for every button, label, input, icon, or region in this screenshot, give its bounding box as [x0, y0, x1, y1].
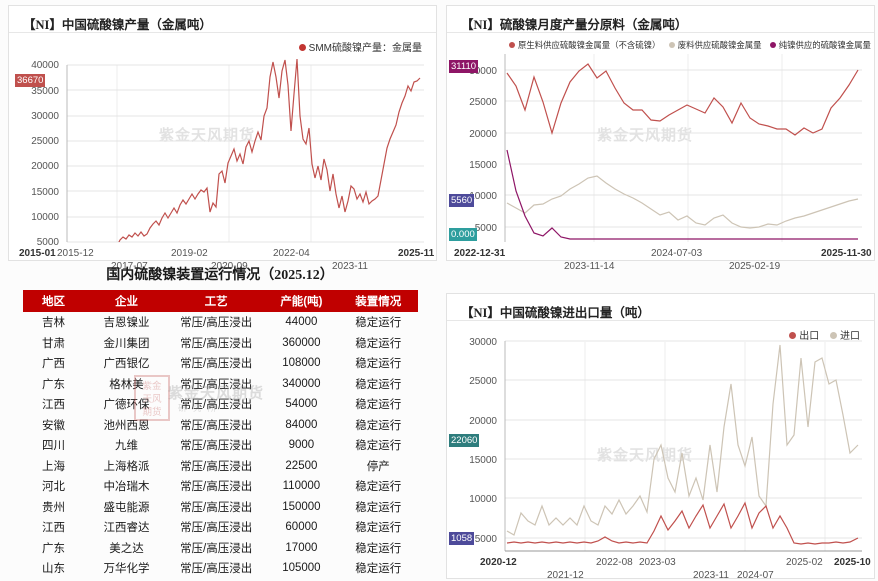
svg-text:2022-12-31: 2022-12-31	[454, 248, 506, 259]
svg-text:15000: 15000	[469, 160, 497, 171]
svg-text:2024-07-03: 2024-07-03	[651, 248, 703, 259]
svg-text:10000: 10000	[31, 212, 59, 223]
svg-text:期货: 期货	[142, 406, 161, 418]
svg-text:25000: 25000	[469, 376, 497, 387]
svg-text:40000: 40000	[31, 60, 59, 71]
svg-text:10000: 10000	[469, 494, 497, 505]
svg-text:25000: 25000	[469, 97, 497, 108]
svg-text:2025-02-19: 2025-02-19	[729, 261, 781, 272]
svg-text:2025-10: 2025-10	[834, 557, 871, 568]
svg-text:2023-11-14: 2023-11-14	[564, 261, 615, 272]
svg-text:15000: 15000	[469, 455, 497, 466]
svg-text:2025-11-30: 2025-11-30	[821, 248, 872, 259]
svg-text:30000: 30000	[31, 111, 59, 122]
svg-text:5000: 5000	[475, 534, 498, 545]
svg-text:5000: 5000	[475, 223, 498, 234]
svg-text:35000: 35000	[31, 86, 59, 97]
svg-text:25000: 25000	[31, 136, 59, 147]
svg-text:2025-02: 2025-02	[786, 557, 823, 568]
svg-text:2024-07: 2024-07	[737, 570, 774, 581]
svg-text:20000: 20000	[469, 416, 497, 427]
svg-text:2021-12: 2021-12	[547, 570, 584, 581]
svg-text:2020-12: 2020-12	[480, 557, 517, 568]
svg-text:20000: 20000	[31, 161, 59, 172]
svg-text:天风: 天风	[142, 394, 162, 405]
svg-text:20000: 20000	[469, 129, 497, 140]
svg-text:30000: 30000	[469, 337, 497, 348]
svg-text:紫金: 紫金	[142, 380, 162, 392]
svg-text:2023-03: 2023-03	[639, 557, 676, 568]
svg-text:15000: 15000	[31, 187, 59, 198]
svg-text:2022-08: 2022-08	[596, 557, 633, 568]
svg-text:2023-11: 2023-11	[693, 570, 729, 581]
